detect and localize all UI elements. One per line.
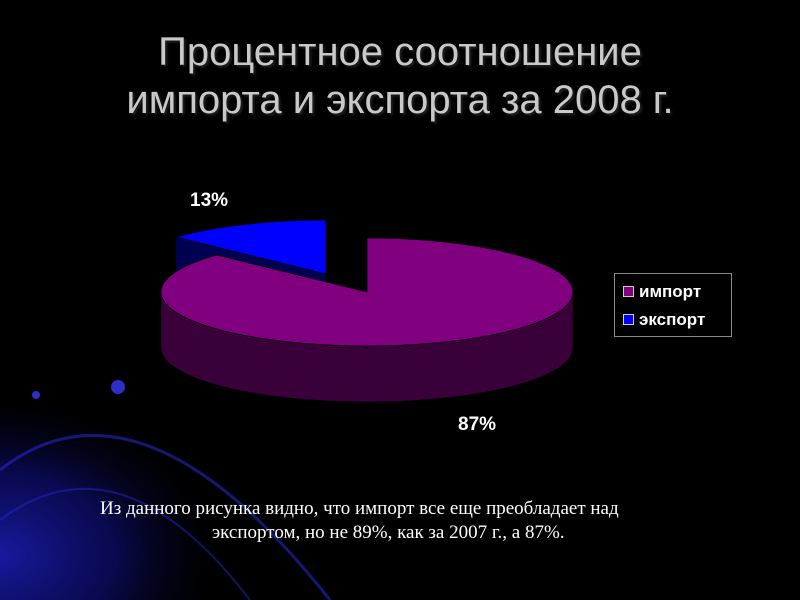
caption-line-1: Из данного рисунка видно, что импорт все… [100, 498, 619, 519]
pie-slice-import-top [160, 237, 574, 347]
decor-dot [32, 391, 40, 399]
title-line-2: импорта и экспорта за 2008 г. [126, 78, 674, 122]
legend-item-export: экспорт [623, 309, 705, 331]
title-line-1: Процентное соотношение [158, 30, 642, 74]
pie-slice-export-top [174, 219, 327, 275]
caption-line-2: экспортом, но не 89%, как за 2007 г., а … [212, 522, 565, 543]
pie-layer [160, 219, 574, 403]
legend-swatch-export [623, 314, 634, 325]
page-title: Процентное соотношение импорта и экспорт… [0, 28, 800, 124]
legend-swatch-import [623, 286, 634, 297]
decor-dot [111, 380, 125, 394]
slide-caption: Из данного рисунка видно, что импорт все… [100, 497, 760, 545]
legend-item-import: импорт [623, 281, 701, 303]
pie-slice-import [160, 237, 574, 403]
decor-arc [0, 434, 332, 600]
chart-legend: импорт экспорт [614, 273, 732, 337]
decor-arc [0, 487, 251, 600]
legend-label-import: импорт [639, 282, 702, 301]
data-label-export: 13% [190, 190, 228, 211]
legend-label-export: экспорт [639, 310, 706, 329]
data-label-import: 87% [458, 414, 496, 435]
